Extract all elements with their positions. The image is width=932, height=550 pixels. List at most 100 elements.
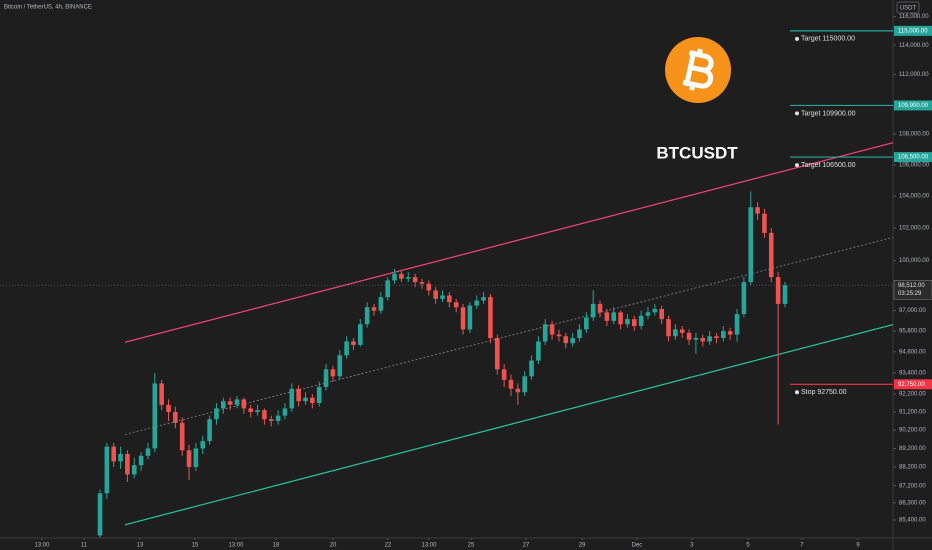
level-axis-label: 109,900.00 (898, 103, 929, 109)
y-tick-label: 100,000.00 (899, 258, 930, 264)
candle-body (714, 336, 719, 338)
x-tick-label: 11 (81, 543, 88, 549)
candle-body (234, 399, 240, 405)
countdown: 03:25:29 (898, 291, 922, 297)
level-axis-box (894, 25, 932, 36)
candle-body (138, 455, 144, 466)
candle-body (453, 302, 459, 308)
candle-body (316, 386, 322, 404)
currency-box[interactable] (896, 1, 920, 14)
candle-body (255, 410, 260, 412)
candle-body (611, 312, 617, 321)
candle-body (125, 453, 130, 475)
candle-body (686, 332, 692, 340)
y-tick-label: 106,000.00 (899, 162, 930, 168)
candle-body (494, 337, 500, 370)
x-tick-label: 5 (746, 543, 750, 549)
symbol-title: Bitcoin / TetherUS, 4h, BINANCE (4, 5, 92, 11)
y-tick-label: 114,000.00 (899, 43, 929, 49)
y-tick-label: 93,400.00 (899, 370, 926, 376)
candle-body (467, 305, 473, 330)
candle-body (310, 397, 315, 404)
candle-body (357, 324, 363, 345)
candle-body (323, 369, 329, 387)
candle-body (590, 303, 596, 318)
candle-body (412, 277, 418, 283)
x-tick-label: 9 (856, 543, 860, 549)
y-tick-label: 95,800.00 (899, 329, 926, 335)
candle-body (768, 232, 774, 278)
y-tick-label: 86,300.00 (899, 500, 926, 506)
level-text: Stop 92750.00 (801, 389, 847, 396)
level-axis-label: 106,500.00 (898, 155, 929, 161)
x-tick-label: 7 (800, 543, 804, 549)
y-tick-label: 116,000.00 (899, 14, 929, 20)
level-axis-box (894, 152, 932, 163)
candle-body (268, 419, 274, 422)
candle-body (481, 297, 486, 301)
y-tick-label: 102,000.00 (899, 226, 930, 232)
y-tick-label: 112,000.00 (899, 72, 929, 78)
candle-body (262, 410, 267, 420)
candle-body (97, 493, 103, 536)
candle-body (625, 319, 630, 325)
plot-area (0, 142, 893, 538)
candle-body (584, 317, 589, 330)
candle-body (193, 448, 199, 467)
candle-body (344, 341, 349, 356)
candle-body (392, 273, 397, 281)
x-tick-label: 13:00 (34, 543, 50, 549)
candle-body (597, 303, 603, 313)
candle-body (419, 282, 425, 284)
candle-body (440, 295, 445, 299)
candle-body (488, 297, 493, 338)
candle-body (275, 415, 281, 422)
candle-body (577, 329, 582, 338)
candle-body (111, 446, 117, 462)
last-price-box (893, 279, 932, 300)
candle-body (186, 450, 192, 467)
candle-body (515, 388, 521, 393)
candle-body (303, 397, 308, 402)
candle-body (748, 207, 754, 283)
candle-body (364, 307, 370, 325)
y-tick-label: 90,200.00 (899, 428, 926, 434)
y-tick-label: 91,200.00 (899, 410, 926, 416)
candle-body (248, 408, 254, 412)
candle-body (179, 422, 185, 451)
candle-body (707, 336, 712, 342)
candle-body (631, 319, 637, 326)
x-tick-label: 15 (192, 543, 199, 549)
currency[interactable]: USDT (900, 6, 917, 12)
candle-body (166, 404, 171, 412)
candle-body (542, 324, 548, 342)
candle-body (563, 336, 569, 344)
candle-body (734, 314, 740, 335)
candle-body (673, 329, 678, 337)
candle-body (227, 401, 233, 405)
candle-body (460, 307, 466, 330)
candle-body (693, 337, 699, 340)
candle-body (666, 319, 671, 337)
candle-body (145, 448, 151, 456)
candle-body (207, 419, 212, 442)
candle-body (501, 369, 507, 380)
candle-body (762, 213, 767, 233)
y-tick-label: 87,200.00 (899, 483, 926, 489)
candle-body (426, 283, 432, 291)
last-price-label: 98,512.00 (898, 283, 925, 289)
candle-body (296, 388, 301, 402)
candle-body (447, 295, 452, 303)
candle-body (755, 207, 760, 214)
x-tick-label: Dec (632, 543, 643, 549)
y-tick-label: 85,400.00 (899, 518, 926, 524)
x-tick-label: 29 (579, 543, 586, 549)
candle-body (173, 411, 178, 423)
candle-body (378, 297, 384, 311)
candle-body (200, 441, 206, 449)
candle-body (645, 312, 651, 316)
candle-body (399, 273, 404, 279)
candle-body (604, 312, 610, 321)
candle-body (337, 355, 343, 377)
trendline (124, 323, 893, 526)
